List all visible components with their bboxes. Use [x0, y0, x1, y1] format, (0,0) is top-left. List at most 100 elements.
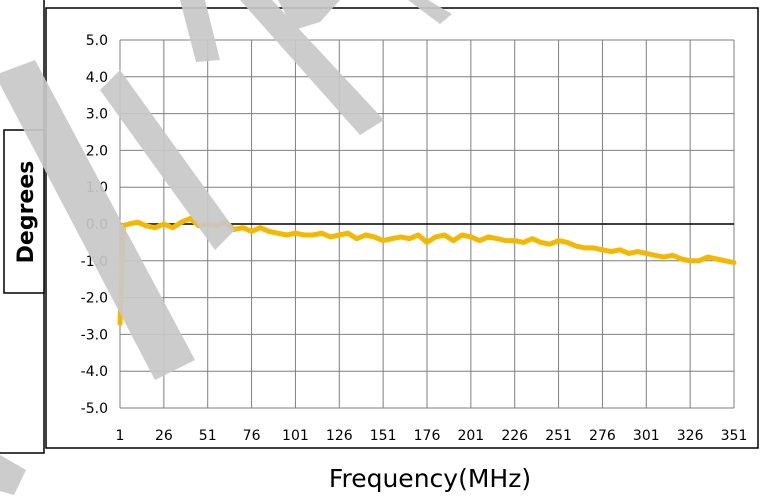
- data-point: [582, 245, 588, 251]
- data-point: [433, 234, 439, 240]
- x-tick-label: 326: [677, 428, 704, 444]
- watermark-stroke-7: [0, 455, 26, 495]
- data-point: [380, 238, 386, 243]
- data-point: [705, 254, 710, 260]
- data-point: [249, 229, 254, 234]
- data-point: [643, 251, 649, 256]
- data-point: [459, 232, 465, 238]
- data-point: [591, 245, 596, 251]
- x-tick-label: 101: [282, 428, 309, 444]
- x-tick-label: 1: [116, 428, 125, 444]
- watermark-stroke-4: [240, 0, 384, 135]
- data-point: [538, 240, 544, 245]
- data-point: [451, 238, 456, 243]
- data-point: [600, 247, 605, 253]
- y-tick-label: -3.0: [81, 327, 108, 343]
- watermark-stroke-3: [180, 0, 220, 62]
- data-point: [135, 219, 140, 225]
- data-point: [503, 238, 509, 243]
- data-point: [301, 232, 307, 238]
- data-point: [407, 236, 412, 242]
- watermark-stroke-6: [408, 0, 452, 24]
- data-point: [424, 240, 430, 245]
- data-point: [494, 236, 500, 242]
- data-point: [521, 240, 526, 245]
- data-point: [187, 216, 193, 221]
- data-point: [415, 232, 421, 238]
- data-point: [284, 232, 289, 238]
- data-point: [679, 256, 684, 262]
- x-tick-label: 226: [501, 428, 528, 444]
- x-tick-label: 26: [155, 428, 173, 444]
- data-point: [144, 223, 149, 229]
- x-tick-label: 251: [545, 428, 572, 444]
- data-point: [336, 232, 342, 238]
- data-point: [696, 258, 702, 264]
- data-point: [556, 238, 561, 243]
- x-tick-label: 301: [633, 428, 660, 444]
- data-point: [722, 258, 728, 264]
- data-point: [442, 232, 447, 238]
- watermark-stroke-1: [0, 60, 195, 380]
- data-point: [512, 238, 518, 243]
- y-tick-label: -2.0: [81, 291, 108, 307]
- data-point: [354, 236, 360, 242]
- x-axis-title: Frequency(MHz): [329, 464, 531, 493]
- data-point: [626, 251, 632, 256]
- y-tick-label: -5.0: [81, 401, 108, 417]
- data-point: [345, 230, 351, 236]
- data-point: [547, 241, 553, 247]
- data-point: [240, 225, 246, 230]
- data-point: [266, 229, 272, 234]
- data-point: [398, 234, 403, 240]
- y-axis-title: Degrees: [14, 161, 39, 264]
- watermark: [0, 0, 452, 495]
- data-point: [477, 238, 482, 243]
- x-tick-label: 351: [721, 428, 748, 444]
- x-tick-labels: 1 26 51 76 101 126 151 176 201 226 251 276 301 326 351: [116, 428, 748, 444]
- data-point: [565, 240, 570, 245]
- data-point: [126, 221, 132, 227]
- x-tick-label: 126: [326, 428, 353, 444]
- data-point: [117, 321, 123, 326]
- data-point: [468, 234, 474, 240]
- data-point: [617, 247, 623, 253]
- watermark-stroke-2: [100, 70, 235, 250]
- data-point: [635, 249, 640, 254]
- x-tick-label: 201: [457, 428, 484, 444]
- y-tick-label: 4.0: [86, 70, 108, 86]
- data-point: [293, 230, 298, 236]
- data-point: [275, 230, 281, 236]
- y-tick-label: 2.0: [86, 143, 108, 159]
- y-tick-label: -4.0: [81, 364, 108, 380]
- y-tick-label: 3.0: [86, 107, 108, 123]
- data-point: [179, 219, 184, 225]
- watermark-stroke-5: [278, 0, 340, 30]
- data-point: [661, 254, 667, 260]
- x-tick-label: 76: [243, 428, 261, 444]
- data-point: [258, 225, 263, 230]
- y-tick-label: 5.0: [86, 33, 108, 49]
- data-point: [687, 258, 693, 264]
- data-point: [319, 230, 325, 236]
- data-point: [714, 256, 719, 262]
- data-point: [170, 225, 175, 230]
- data-point: [389, 236, 395, 242]
- data-point: [328, 234, 333, 240]
- x-tick-label: 151: [370, 428, 397, 444]
- data-point: [731, 260, 737, 265]
- data-point: [310, 232, 316, 238]
- data-point: [363, 232, 368, 238]
- data-point: [152, 225, 158, 230]
- data-point: [529, 236, 535, 242]
- data-point: [670, 252, 675, 258]
- x-tick-label: 176: [414, 428, 441, 444]
- data-point: [486, 234, 491, 240]
- data-point: [608, 249, 614, 254]
- data-point: [573, 243, 579, 249]
- data-point: [372, 234, 377, 240]
- data-point: [652, 252, 658, 258]
- x-tick-label: 51: [199, 428, 217, 444]
- x-tick-label: 276: [589, 428, 616, 444]
